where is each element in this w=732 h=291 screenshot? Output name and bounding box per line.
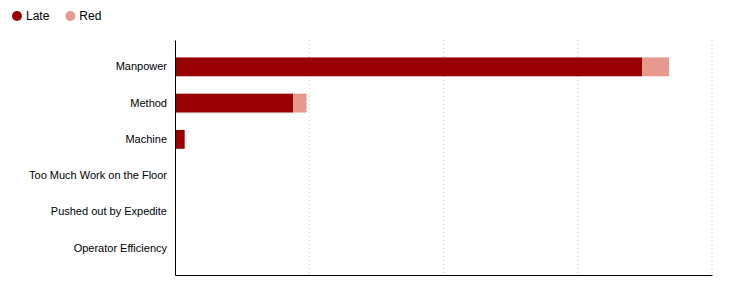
bar [642, 57, 669, 76]
bar [175, 94, 293, 113]
y-tick-label: Operator Efficiency [74, 242, 168, 254]
y-tick: Too Much Work on the Floor [29, 169, 167, 181]
series [293, 57, 669, 112]
legend-label: Late [26, 9, 50, 23]
bars [175, 57, 669, 257]
series [175, 57, 642, 257]
y-tick: Pushed out by Expedite [51, 205, 167, 217]
legend-marker [12, 11, 22, 21]
y-tick-label: Method [130, 97, 167, 109]
legend-label: Red [79, 9, 101, 23]
bar [184, 130, 185, 149]
y-axis: Manpower Method Machine Too Much Work on th… [29, 41, 175, 276]
x-axis-line [176, 275, 713, 276]
y-tick: Machine [125, 133, 167, 145]
legend: Late Red [12, 9, 101, 23]
legend-item: Late [12, 9, 50, 23]
legend-item: Red [65, 9, 101, 23]
y-tick: Operator Efficiency [74, 242, 168, 254]
y-tick-label: Machine [125, 133, 167, 145]
grid-line [712, 40, 713, 275]
legend-marker [65, 11, 75, 21]
y-tick-label: Too Much Work on the Floor [29, 169, 167, 181]
plot-area: Manpower Method Machine Too Much Work on th… [29, 40, 712, 276]
bar [175, 57, 642, 76]
y-tick: Method [130, 97, 167, 109]
y-tick-label: Pushed out by Expedite [51, 205, 167, 217]
x-axis [176, 275, 713, 277]
bar [293, 94, 306, 113]
y-axis-line [175, 41, 176, 276]
chart: Manpower Method Machine Too Much Work on th… [0, 0, 732, 291]
y-tick-label: Manpower [116, 60, 168, 72]
bar [175, 130, 185, 149]
y-tick: Manpower [116, 60, 168, 72]
